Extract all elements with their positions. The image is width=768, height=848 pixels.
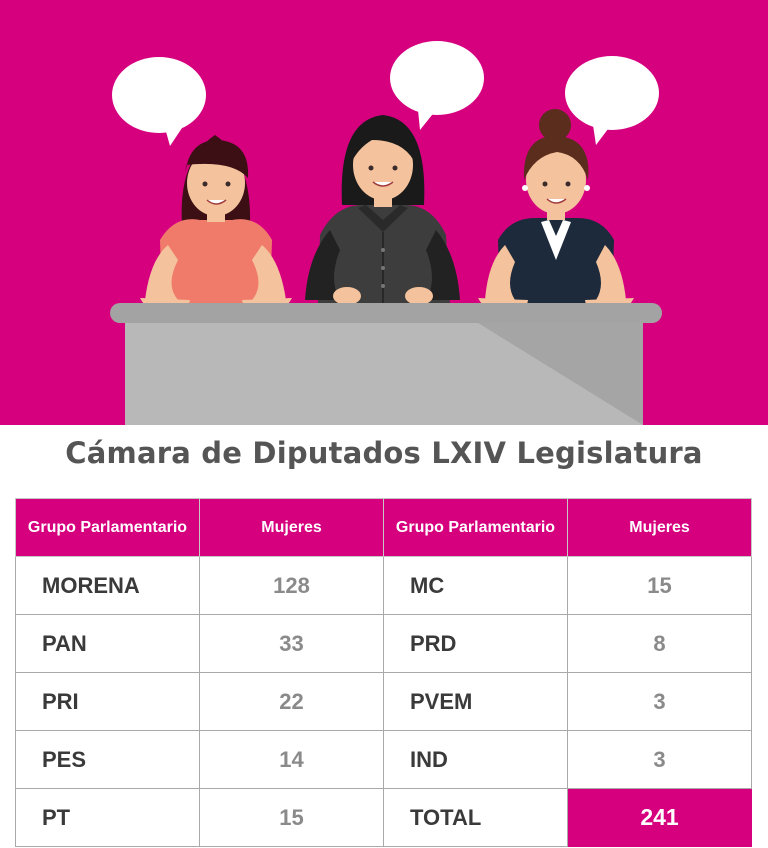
party-name: PES: [15, 730, 200, 789]
woman-left-icon: [140, 135, 292, 316]
women-count: 22: [199, 672, 384, 731]
header-group-left: Grupo Parlamentario: [15, 498, 200, 557]
header-women-left: Mujeres: [199, 498, 384, 557]
women-count: 33: [199, 614, 384, 673]
speech-bubble-icon: [112, 57, 206, 146]
women-count: 128: [199, 556, 384, 615]
woman-right-icon: [478, 109, 634, 316]
table-row: PT 15 TOTAL 241: [15, 788, 752, 847]
party-name: PVEM: [383, 672, 568, 731]
total-label: TOTAL: [383, 788, 568, 847]
party-name: PAN: [15, 614, 200, 673]
desk-icon: [110, 303, 662, 425]
page-title: Cámara de Diputados LXIV Legislatura: [65, 436, 703, 470]
women-count: 15: [199, 788, 384, 847]
party-name: PRD: [383, 614, 568, 673]
illustration-svg: [110, 41, 662, 425]
total-value: 241: [567, 788, 752, 847]
header-illustration: [0, 0, 768, 425]
table-row: PRI 22 PVEM 3: [15, 672, 752, 731]
women-count: 15: [567, 556, 752, 615]
header-group-right: Grupo Parlamentario: [383, 498, 568, 557]
party-name: MORENA: [15, 556, 200, 615]
woman-center-icon: [305, 115, 460, 305]
women-count: 8: [567, 614, 752, 673]
table-row: PES 14 IND 3: [15, 730, 752, 789]
party-name: PT: [15, 788, 200, 847]
speech-bubble-icon: [390, 41, 484, 130]
header-women-right: Mujeres: [567, 498, 752, 557]
women-count: 3: [567, 672, 752, 731]
speech-bubble-icon: [565, 56, 659, 145]
table-row: MORENA 128 MC 15: [15, 556, 752, 615]
party-name: MC: [383, 556, 568, 615]
party-name: PRI: [15, 672, 200, 731]
women-by-party-table: Grupo Parlamentario Mujeres Grupo Parlam…: [15, 498, 752, 847]
women-count: 14: [199, 730, 384, 789]
table-header-row: Grupo Parlamentario Mujeres Grupo Parlam…: [15, 498, 752, 557]
party-name: IND: [383, 730, 568, 789]
women-count: 3: [567, 730, 752, 789]
table-row: PAN 33 PRD 8: [15, 614, 752, 673]
